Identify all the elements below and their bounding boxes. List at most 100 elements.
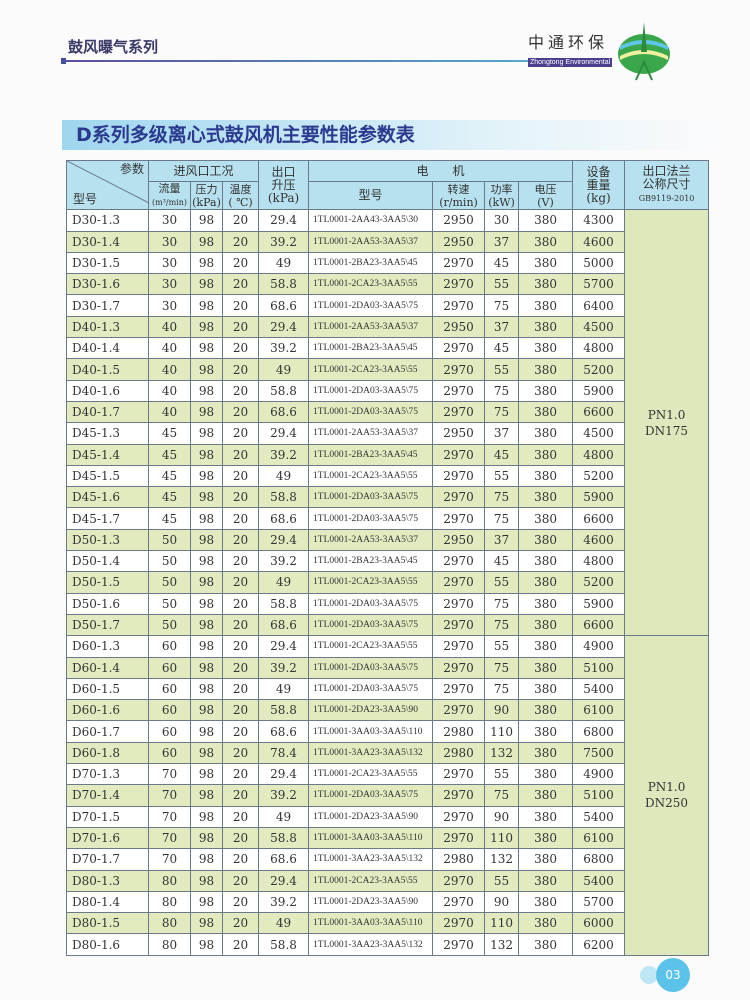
cell-temp: 20 — [221, 550, 260, 573]
cell-weight: 4500 — [572, 315, 626, 339]
cell-flow: 60 — [148, 720, 191, 743]
cell-speed: 2970 — [432, 294, 486, 317]
cell-flow: 50 — [148, 571, 191, 594]
cell-model: D40-1.5 — [66, 358, 149, 381]
brand-name: 中通环保 — [528, 33, 609, 52]
cell-model: D70-1.7 — [66, 848, 149, 871]
cell-model: D80-1.4 — [66, 890, 149, 914]
cell-model: D80-1.3 — [66, 869, 149, 892]
cell-voltage: 380 — [518, 400, 574, 424]
table-row: D50-1.7 50 98 20 68.6 1TL0001-2DA03-3AA5\75 29… — [66, 613, 709, 637]
cell-speed: 2970 — [432, 337, 486, 360]
cell-speed: 2970 — [432, 784, 486, 807]
cell-weight: 5400 — [572, 869, 626, 892]
cell-voltage: 380 — [518, 826, 574, 850]
cell-pressure: 98 — [190, 379, 223, 402]
cell-pressure: 98 — [190, 677, 223, 701]
table-row: D40-1.4 40 98 20 39.2 1TL0001-2BA23-3AA5\45 29… — [66, 337, 709, 360]
cell-temp: 20 — [221, 251, 260, 275]
cell-temp: 20 — [221, 805, 260, 828]
cell-outlet-pressure: 58.8 — [258, 826, 310, 850]
cell-flange: PN1.0 DN175 — [624, 209, 710, 637]
cell-pressure: 98 — [190, 400, 223, 424]
cell-temp: 20 — [221, 294, 260, 317]
cell-motor-model: 1TL0001-2DA03-3AA5\75 — [308, 294, 434, 317]
cell-temp: 20 — [221, 315, 260, 339]
cell-motor-model: 1TL0001-2DA03-3AA5\75 — [308, 613, 434, 637]
cell-voltage: 380 — [518, 592, 574, 615]
cell-pressure: 98 — [190, 933, 223, 956]
cell-voltage: 380 — [518, 507, 574, 530]
cell-temp: 20 — [221, 592, 260, 615]
page-number: 03 — [656, 958, 690, 992]
cell-pressure: 98 — [190, 337, 223, 360]
flange-dn: DN175 — [645, 423, 689, 438]
cell-speed: 2980 — [432, 848, 486, 871]
cell-power: 55 — [484, 571, 520, 594]
power-header: 功率 (kW) — [484, 181, 520, 211]
cell-motor-model: 1TL0001-2DA03-3AA5\75 — [308, 507, 434, 530]
cell-outlet-pressure: 58.8 — [258, 273, 310, 296]
cell-voltage: 380 — [518, 763, 574, 786]
cell-flange: PN1.0 DN250 — [624, 635, 710, 956]
cell-model: D45-1.5 — [66, 464, 149, 488]
table-row: D40-1.3 40 98 20 29.4 1TL0001-2AA53-3AA5\37 29… — [66, 315, 709, 339]
cell-motor-model: 1TL0001-2AA53-3AA5\37 — [308, 315, 434, 339]
cell-outlet-pressure: 29.4 — [258, 422, 310, 445]
flow-header: 流量 (m³/min) — [148, 181, 191, 211]
cell-voltage: 380 — [518, 677, 574, 701]
cell-temp: 20 — [221, 209, 260, 232]
cell-flow: 40 — [148, 358, 191, 381]
cell-pressure: 98 — [190, 273, 223, 296]
table-row: D70-1.3 70 98 20 29.4 1TL0001-2CA23-3AA5\55 29… — [66, 763, 709, 786]
cell-motor-model: 1TL0001-3AA03-3AA5\110 — [308, 720, 434, 743]
cell-speed: 2970 — [432, 805, 486, 828]
cell-voltage: 380 — [518, 358, 574, 381]
cell-weight: 5200 — [572, 571, 626, 594]
cell-voltage: 380 — [518, 720, 574, 743]
cell-pressure: 98 — [190, 741, 223, 765]
cell-model: D40-1.4 — [66, 337, 149, 360]
cell-pressure: 98 — [190, 613, 223, 637]
cell-pressure: 98 — [190, 507, 223, 530]
cell-power: 55 — [484, 635, 520, 658]
table-row: D40-1.6 40 98 20 58.8 1TL0001-2DA03-3AA5\75 29… — [66, 379, 709, 402]
cell-outlet-pressure: 68.6 — [258, 400, 310, 424]
cell-flow: 70 — [148, 826, 191, 850]
cell-voltage: 380 — [518, 613, 574, 637]
cell-outlet-pressure: 68.6 — [258, 507, 310, 530]
cell-voltage: 380 — [518, 912, 574, 935]
flange-header: 出口法兰 公称尺寸 GB9119-2010 — [624, 159, 710, 211]
cell-power: 37 — [484, 230, 520, 253]
cell-model: D70-1.5 — [66, 805, 149, 828]
cell-model: D30-1.4 — [66, 230, 149, 253]
cell-speed: 2970 — [432, 763, 486, 786]
table-row: D45-1.3 45 98 20 29.4 1TL0001-2AA53-3AA5\37 29… — [66, 422, 709, 445]
cell-weight: 5400 — [572, 677, 626, 701]
cell-speed: 2970 — [432, 464, 486, 488]
table-row: D30-1.7 30 98 20 68.6 1TL0001-2DA03-3AA5\75 29… — [66, 294, 709, 317]
cell-temp: 20 — [221, 720, 260, 743]
cell-power: 45 — [484, 443, 520, 466]
cell-pressure: 98 — [190, 422, 223, 445]
cell-power: 55 — [484, 763, 520, 786]
cell-speed: 2970 — [432, 890, 486, 914]
cell-speed: 2970 — [432, 358, 486, 381]
cell-pressure: 98 — [190, 571, 223, 594]
cell-power: 55 — [484, 358, 520, 381]
model-label: 型号 — [73, 192, 98, 207]
cell-weight: 6100 — [572, 826, 626, 850]
cell-motor-model: 1TL0001-2DA03-3AA5\75 — [308, 656, 434, 679]
cell-voltage: 380 — [518, 848, 574, 871]
cell-voltage: 380 — [518, 528, 574, 552]
cell-voltage: 380 — [518, 784, 574, 807]
cell-model: D45-1.6 — [66, 486, 149, 509]
cell-speed: 2970 — [432, 251, 486, 275]
cell-power: 55 — [484, 273, 520, 296]
table-row: D45-1.5 45 98 20 49 1TL0001-2CA23-3AA5\55 2970… — [66, 464, 709, 488]
cell-speed: 2970 — [432, 656, 486, 679]
cell-temp: 20 — [221, 933, 260, 956]
cell-motor-model: 1TL0001-2CA23-3AA5\55 — [308, 635, 434, 658]
cell-outlet-pressure: 29.4 — [258, 315, 310, 339]
cell-flow: 30 — [148, 273, 191, 296]
